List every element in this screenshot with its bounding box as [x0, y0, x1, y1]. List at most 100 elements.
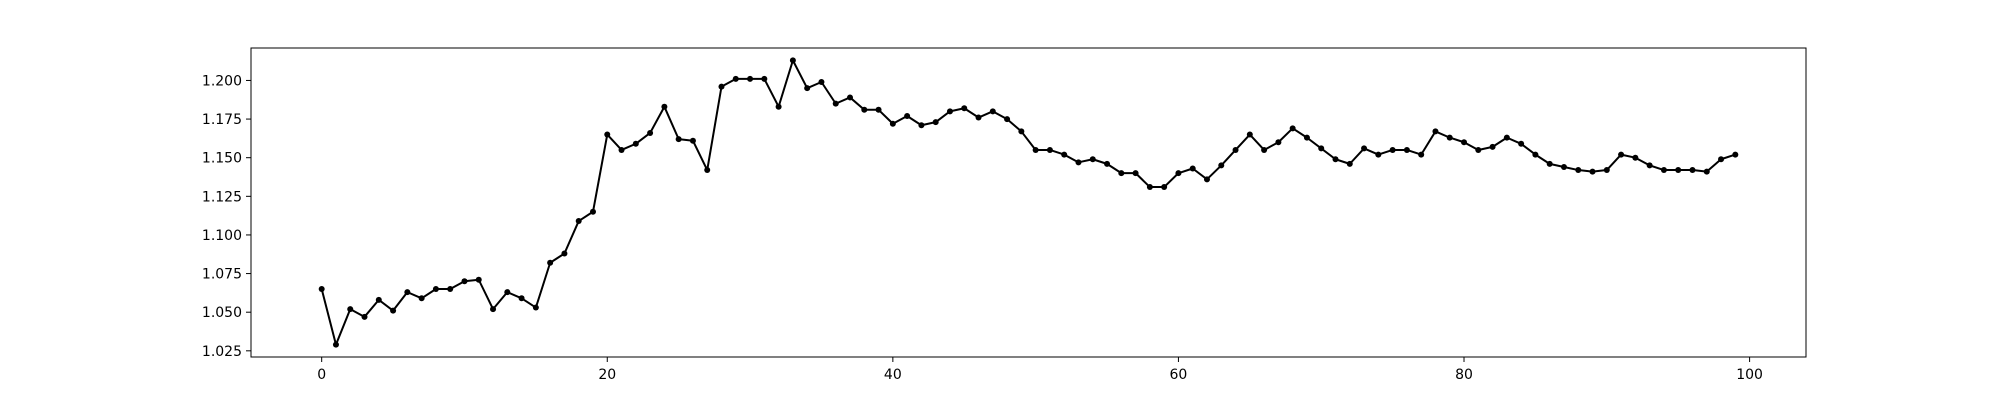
data-point: [504, 289, 511, 296]
data-point: [332, 341, 339, 348]
data-point: [932, 119, 939, 126]
data-point: [404, 289, 411, 296]
data-point: [1418, 151, 1425, 158]
data-point: [989, 108, 996, 115]
data-point: [1303, 134, 1310, 141]
data-point: [1375, 151, 1382, 158]
data-point: [718, 83, 725, 90]
data-point: [1075, 159, 1082, 166]
data-point: [1560, 163, 1567, 170]
data-point: [832, 100, 839, 107]
y-tick-label: 1.075: [202, 267, 242, 283]
x-tick-label: 0: [317, 367, 326, 383]
data-point: [1603, 167, 1610, 174]
data-point: [1118, 170, 1125, 177]
data-point: [1618, 151, 1625, 158]
data-point: [1046, 146, 1053, 153]
data-point: [1146, 184, 1153, 191]
data-point: [1189, 165, 1196, 172]
data-point: [375, 296, 382, 303]
data-point: [889, 120, 896, 127]
data-point: [547, 259, 554, 266]
data-point: [1675, 167, 1682, 174]
data-point: [432, 286, 439, 293]
data-point: [518, 295, 525, 302]
data-point: [861, 106, 868, 113]
data-point: [789, 57, 796, 64]
data-point: [1161, 184, 1168, 191]
data-point: [390, 307, 397, 314]
data-point: [1332, 156, 1339, 163]
data-point: [1361, 145, 1368, 152]
data-point: [1261, 146, 1268, 153]
data-point: [747, 75, 754, 82]
data-point: [1432, 128, 1439, 135]
data-point: [1461, 139, 1468, 146]
data-point: [975, 114, 982, 121]
data-point: [532, 304, 539, 311]
data-point: [1246, 131, 1253, 138]
data-point: [689, 137, 696, 144]
data-point: [318, 286, 325, 293]
data-point: [1489, 143, 1496, 150]
data-point: [847, 94, 854, 101]
data-point: [1018, 128, 1025, 135]
data-point: [1275, 139, 1282, 146]
x-tick-label: 100: [1736, 367, 1763, 383]
data-point: [1089, 156, 1096, 163]
data-point: [1203, 176, 1210, 183]
data-point: [818, 78, 825, 85]
y-tick-label: 1.025: [202, 344, 242, 360]
data-point: [918, 122, 925, 129]
data-point: [946, 108, 953, 115]
data-point: [1446, 134, 1453, 141]
data-point: [561, 250, 568, 257]
y-tick-label: 1.200: [202, 73, 242, 89]
y-tick-label: 1.175: [202, 112, 242, 128]
data-point: [1032, 146, 1039, 153]
data-point: [732, 75, 739, 82]
data-point: [704, 167, 711, 174]
data-point: [1532, 151, 1539, 158]
data-point: [475, 276, 482, 283]
data-point: [1346, 160, 1353, 167]
data-point: [761, 75, 768, 82]
data-point: [347, 306, 354, 313]
data-point: [1703, 168, 1710, 175]
data-point: [1061, 151, 1068, 158]
data-point: [418, 295, 425, 302]
y-tick-label: 1.150: [202, 151, 242, 167]
data-point: [447, 286, 454, 293]
data-point: [1732, 151, 1739, 158]
x-tick-label: 40: [884, 367, 902, 383]
data-point: [1575, 167, 1582, 174]
data-point: [1318, 145, 1325, 152]
y-tick-label: 1.100: [202, 228, 242, 244]
axes-frame: [250, 47, 1807, 358]
data-point: [775, 103, 782, 110]
data-point: [1518, 140, 1525, 147]
y-tick-label: 1.125: [202, 189, 242, 205]
data-point: [490, 306, 497, 313]
data-point: [1546, 160, 1553, 167]
data-point: [1475, 146, 1482, 153]
data-point: [1660, 167, 1667, 174]
data-point: [589, 208, 596, 215]
series-line: [320, 59, 1736, 346]
data-point: [632, 140, 639, 147]
data-point: [875, 106, 882, 113]
data-point: [1689, 167, 1696, 174]
data-point: [647, 129, 654, 136]
data-point: [1589, 168, 1596, 175]
data-point: [461, 278, 468, 285]
plot-area: 0 20 40 60 80 100 1.025 1.050 1.075 1.100 1.125 1.1…: [202, 47, 1807, 383]
data-point: [1503, 134, 1510, 141]
data-point: [1389, 146, 1396, 153]
data-point: [1132, 170, 1139, 177]
data-point: [1718, 156, 1725, 163]
data-point: [1646, 162, 1653, 169]
x-tick-label: 20: [598, 367, 616, 383]
data-point: [1175, 170, 1182, 177]
